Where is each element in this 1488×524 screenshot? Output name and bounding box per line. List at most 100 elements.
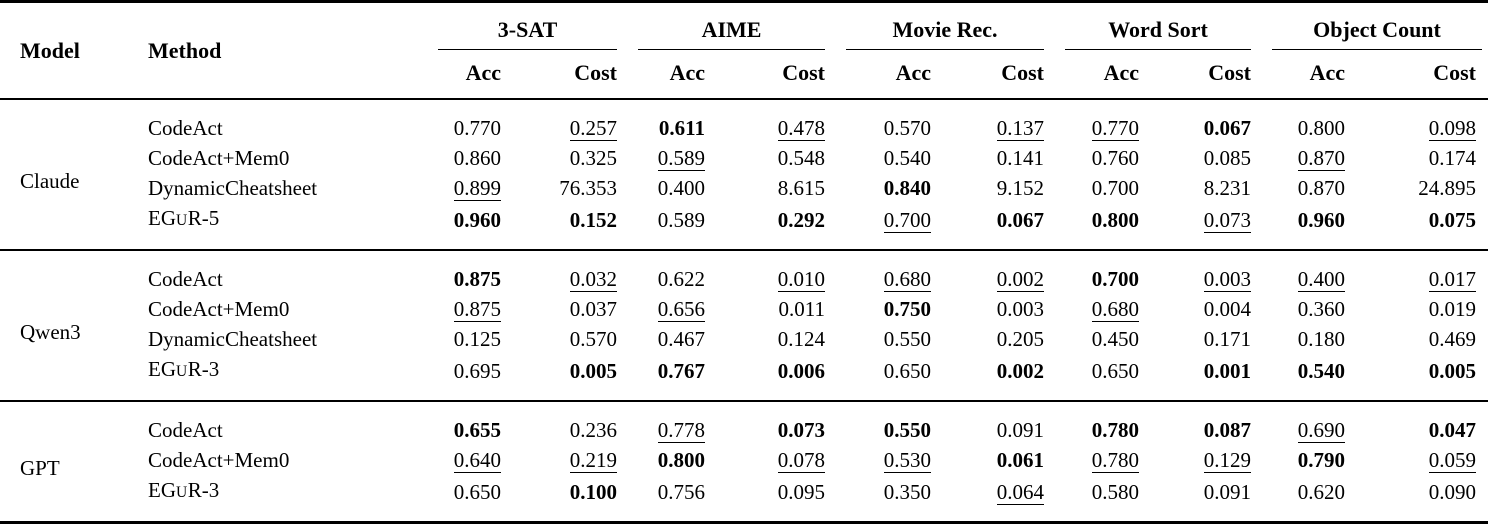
metric-value: 0.656 xyxy=(657,297,705,323)
metric-cell: 0.680 xyxy=(1050,294,1145,324)
metric-value: 0.570 xyxy=(569,327,617,351)
metric-value: 0.124 xyxy=(777,327,826,351)
metric-cell: 0.087 xyxy=(1145,401,1257,445)
metric-value: 0.073 xyxy=(777,418,826,442)
group-header-3-sat: 3-SAT xyxy=(423,2,623,50)
metric-value: 0.400 xyxy=(1297,267,1346,293)
metric-cell: 0.875 xyxy=(423,294,507,324)
metric-cell: 0.650 xyxy=(423,475,507,523)
method-cell: EGUR-5 xyxy=(128,203,423,250)
method-label: R-5 xyxy=(187,206,220,230)
metric-value: 0.780 xyxy=(1091,448,1140,474)
metric-cell: 0.655 xyxy=(423,401,507,445)
metric-cell: 0.548 xyxy=(711,143,831,173)
table-header: Model Method 3-SAT AIME Movie Rec. Word Sor… xyxy=(0,2,1488,99)
table-row: EGUR-3 0.695 0.005 0.767 0.006 0.650 0.002 0.65… xyxy=(0,354,1488,401)
model-name-cell: Qwen3 xyxy=(20,320,81,344)
metric-cell: 0.550 xyxy=(831,324,937,354)
metric-cell: 0.750 xyxy=(831,294,937,324)
metric-value: 0.875 xyxy=(453,297,501,323)
metric-value: 0.780 xyxy=(1091,418,1140,442)
metric-value: 0.067 xyxy=(1203,116,1252,140)
group-rule: 3-SAT xyxy=(438,17,617,50)
metric-value: 0.019 xyxy=(1428,297,1477,321)
group-label: Word Sort xyxy=(1108,17,1208,42)
metric-value: 0.047 xyxy=(1428,418,1477,442)
metric-cell: 0.205 xyxy=(937,324,1050,354)
metric-cell: 0.580 xyxy=(1050,475,1145,523)
metric-value: 0.530 xyxy=(883,448,932,474)
metric-cell: 0.292 xyxy=(711,203,831,250)
table-row: EGUR-3 0.650 0.100 0.756 0.095 0.350 0.064 0.58… xyxy=(0,475,1488,523)
metric-cell: 0.690 xyxy=(1257,401,1351,445)
metric-value: 0.870 xyxy=(1297,176,1346,200)
metric-cell: 0.589 xyxy=(623,143,711,173)
metric-value: 0.129 xyxy=(1203,448,1252,474)
metric-cell: 0.875 xyxy=(423,250,507,294)
metric-cell: 0.790 xyxy=(1257,445,1351,475)
metric-value: 0.292 xyxy=(777,207,826,232)
metric-value: 0.085 xyxy=(1203,146,1252,170)
metric-cell: 0.780 xyxy=(1050,401,1145,445)
metric-cell: 0.001 xyxy=(1145,354,1257,401)
col-header-method: Method xyxy=(148,37,222,63)
metric-cell: 0.800 xyxy=(1050,203,1145,250)
metric-cell: 0.478 xyxy=(711,99,831,143)
metric-cell: 0.037 xyxy=(507,294,623,324)
metric-value: 0.550 xyxy=(883,327,932,351)
method-label: R-3 xyxy=(187,357,220,381)
group-header-row: Model Method 3-SAT AIME Movie Rec. Word Sor… xyxy=(0,2,1488,63)
metric-cell: 8.615 xyxy=(711,173,831,203)
group-label: 3-SAT xyxy=(497,17,558,42)
metric-cell: 0.010 xyxy=(711,250,831,294)
cost-column-header: Cost xyxy=(1208,60,1252,85)
metric-value: 0.680 xyxy=(1091,297,1140,323)
acc-column-header: Acc xyxy=(1103,60,1140,85)
metric-value: 0.064 xyxy=(996,479,1045,505)
method-label: U xyxy=(176,484,188,501)
metric-cell: 0.620 xyxy=(1257,475,1351,523)
metric-value: 0.325 xyxy=(569,146,617,170)
metric-cell: 0.589 xyxy=(623,203,711,250)
method-label: EG xyxy=(148,206,176,230)
metric-value: 0.078 xyxy=(777,448,826,474)
metric-value: 0.540 xyxy=(1297,358,1346,383)
metric-value: 0.680 xyxy=(883,267,932,293)
metric-cell: 0.550 xyxy=(831,401,937,445)
group-header-word-sort: Word Sort xyxy=(1050,2,1257,50)
group-header-movie-rec: Movie Rec. xyxy=(831,2,1050,50)
metric-value: 0.091 xyxy=(1203,479,1252,504)
group-rule: Movie Rec. xyxy=(846,17,1045,50)
metric-value: 0.125 xyxy=(453,327,501,351)
metric-cell: 0.141 xyxy=(937,143,1050,173)
table-row: Qwen3 CodeAct 0.875 0.032 0.622 0.010 0.680 0.0… xyxy=(0,250,1488,344)
cost-column-header: Cost xyxy=(782,60,826,85)
metric-cell: 0.899 xyxy=(423,173,507,203)
metric-cell: 0.003 xyxy=(1145,250,1257,294)
metric-value: 0.467 xyxy=(657,327,705,351)
metric-value: 0.219 xyxy=(569,448,617,474)
metric-cell: 0.180 xyxy=(1257,324,1351,354)
metric-value: 0.778 xyxy=(657,418,705,444)
metric-value: 0.205 xyxy=(996,327,1045,351)
metric-cell: 0.006 xyxy=(711,354,831,401)
metric-value: 0.570 xyxy=(883,116,932,140)
method-label: U xyxy=(176,363,188,380)
metric-value: 9.152 xyxy=(996,176,1045,200)
metric-cell: 0.860 xyxy=(423,143,507,173)
metric-value: 0.899 xyxy=(453,176,501,202)
metric-value: 0.860 xyxy=(453,146,501,170)
metric-cell: 0.090 xyxy=(1351,475,1488,523)
metric-cell: 0.174 xyxy=(1351,143,1488,173)
metric-cell: 9.152 xyxy=(937,173,1050,203)
metric-value: 0.400 xyxy=(657,176,705,200)
metric-value: 0.800 xyxy=(1091,207,1140,232)
metric-cell: 0.073 xyxy=(1145,203,1257,250)
metric-cell: 0.680 xyxy=(831,250,937,294)
metric-cell: 0.800 xyxy=(1257,99,1351,143)
model-block-claude: Claude CodeAct 0.770 0.257 0.611 0.478 0.570 0.… xyxy=(0,99,1488,250)
metric-value: 0.770 xyxy=(453,116,501,140)
metric-cell: 0.005 xyxy=(1351,354,1488,401)
metric-value: 0.540 xyxy=(883,146,932,170)
method-cell: CodeAct+Mem0 xyxy=(128,294,423,324)
